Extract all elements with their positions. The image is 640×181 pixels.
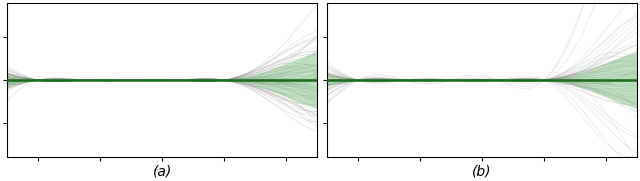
X-axis label: (b): (b)	[472, 164, 492, 178]
X-axis label: (a): (a)	[152, 164, 172, 178]
